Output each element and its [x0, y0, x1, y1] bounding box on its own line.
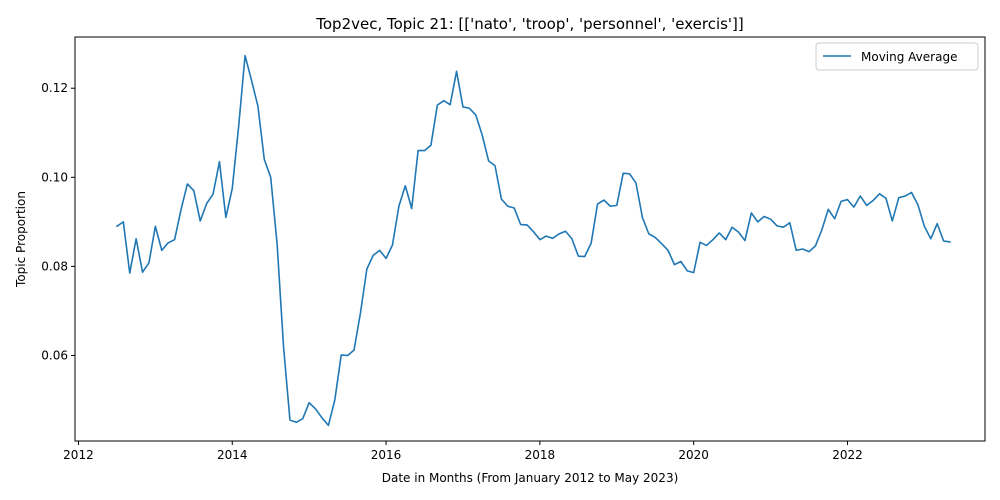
y-tick-label: 0.12 — [41, 81, 68, 95]
chart-title: Top2vec, Topic 21: [['nato', 'troop', 'p… — [315, 15, 744, 33]
plot-area — [75, 37, 985, 441]
series-line-moving-average — [116, 54, 951, 427]
y-tick-label: 0.10 — [41, 170, 68, 184]
y-axis: 0.06 0.08 0.10 0.12 — [41, 81, 75, 362]
legend: Moving Average — [815, 42, 979, 71]
x-tick-label: 2014 — [217, 448, 248, 462]
x-tick-label: 2020 — [678, 448, 709, 462]
legend-box — [815, 42, 979, 71]
legend-label: Moving Average — [861, 50, 957, 64]
x-axis-label: Date in Months (From January 2012 to May… — [382, 471, 679, 485]
y-tick-label: 0.08 — [41, 259, 68, 273]
x-tick-label: 2012 — [63, 448, 94, 462]
y-tick-label: 0.06 — [41, 348, 68, 362]
plot-frame — [74, 36, 986, 442]
series-layer — [116, 54, 951, 427]
x-tick-label: 2018 — [525, 448, 556, 462]
x-tick-label: 2016 — [371, 448, 402, 462]
x-axis: 2012 2014 2016 2018 2020 2022 — [63, 441, 863, 462]
x-tick-label: 2022 — [832, 448, 863, 462]
y-axis-label: Topic Proportion — [14, 191, 28, 288]
